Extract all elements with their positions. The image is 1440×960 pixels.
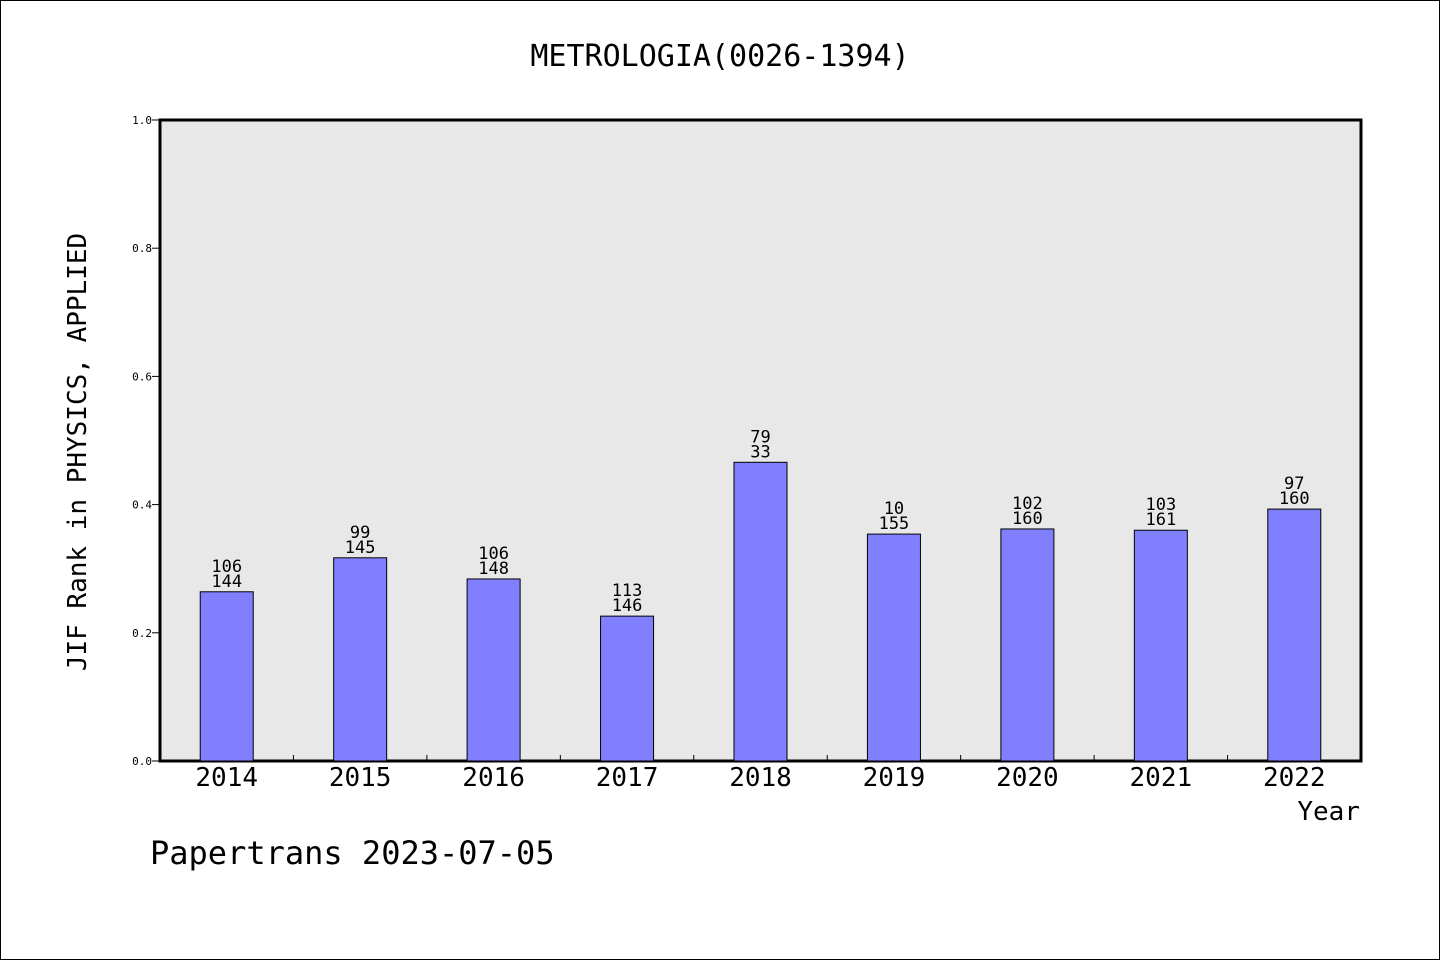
bar-total-label: 160 [1012,509,1043,529]
x-axis-label: Year [1297,797,1360,827]
x-tick-label: 2021 [1130,763,1193,793]
x-axis: 2014 2015 2016 2017 2018 2019 2020 2021 2022 [195,755,1326,793]
bar-rank-label: 103 [1145,495,1176,515]
bar-total-label: 33 [750,442,770,462]
y-tick-label: 0.6 [132,370,152,383]
bar-rank-label: 10 [884,499,904,519]
bar-2020 [1000,528,1055,762]
x-tick-label: 2017 [596,763,659,793]
x-tick-label: 2019 [863,763,926,793]
bar-2014 [199,591,254,762]
x-tick-label: 2018 [729,763,792,793]
bar-total-label: 155 [879,514,910,534]
y-tick-label: 1.0 [132,114,152,127]
bar-2019 [866,533,921,762]
y-tick-label: 0.2 [132,627,152,640]
bar-2022 [1267,508,1322,762]
bar-rank-label: 97 [1284,474,1304,494]
bar-total-label: 160 [1279,489,1310,509]
y-tick-label: 0.8 [132,242,152,255]
y-axis-label: JIF Rank in PHYSICS, APPLIED [63,233,93,671]
bar-2021 [1133,529,1188,762]
bar-total-label: 148 [478,559,509,579]
bar-total-label: 146 [612,596,643,616]
x-tick-label: 2020 [996,763,1059,793]
x-tick-label: 2016 [462,763,525,793]
bar-rank-label: 79 [750,427,770,447]
y-tick-label: 0.0 [132,755,152,768]
bar-rank-label: 99 [350,523,370,543]
bar-rank-label: 106 [211,557,242,577]
footer-text: Papertrans 2023-07-05 [150,834,555,872]
x-tick-label: 2022 [1263,763,1326,793]
y-tick-label: 0.4 [132,499,152,512]
y-axis: 0.0 0.2 0.4 0.6 0.8 1.0 [132,114,160,768]
bar-2018 [733,461,788,762]
x-tick-label: 2015 [329,763,392,793]
x-tick-label: 2014 [195,763,258,793]
bar-rank-label: 113 [612,581,643,601]
chart-title: METROLOGIA(0026-1394) [530,39,909,74]
bar-rank-label: 106 [478,544,509,564]
bar-total-label: 144 [211,572,242,592]
bar-total-label: 145 [345,538,376,558]
bar-rank-label: 102 [1012,494,1043,514]
bars-group [199,461,1322,762]
bar-2017 [600,615,655,762]
bar-2016 [466,578,521,762]
bar-total-label: 161 [1145,510,1176,530]
bar-2015 [333,557,388,762]
